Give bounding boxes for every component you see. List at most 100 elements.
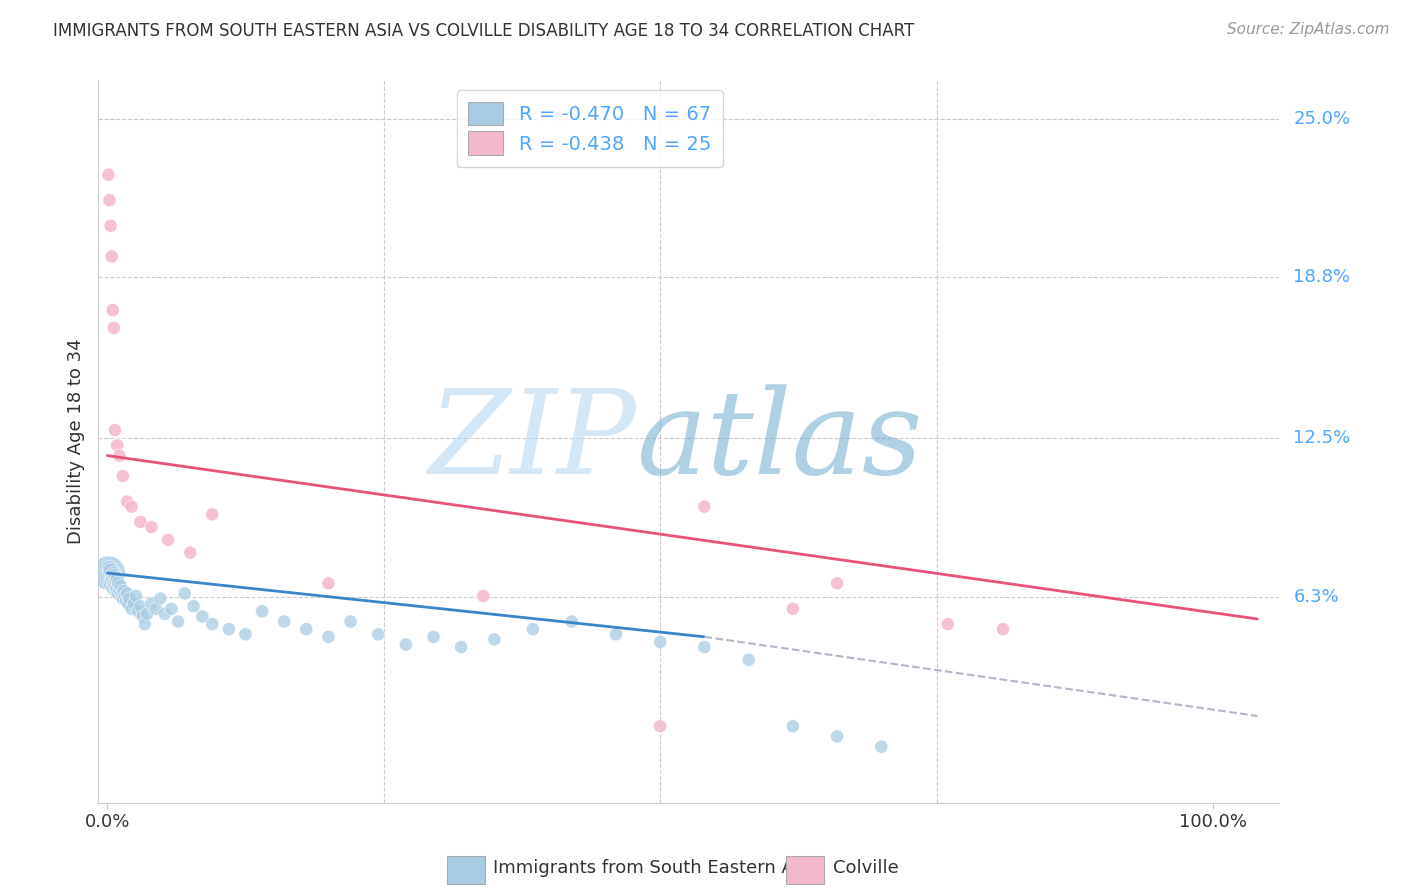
Text: 25.0%: 25.0% [1294, 110, 1351, 128]
Point [100, 576, 122, 591]
Point [127, 604, 149, 618]
Point [104, 423, 127, 437]
Point [484, 632, 506, 647]
Point [100, 574, 122, 588]
Point [183, 599, 205, 614]
Point [103, 321, 125, 335]
Point [157, 533, 180, 547]
Point [141, 520, 163, 534]
Point [105, 583, 128, 598]
Point [103, 566, 125, 580]
Point [450, 640, 472, 654]
Point [160, 601, 183, 615]
Point [105, 582, 128, 596]
Point [422, 630, 444, 644]
Point [114, 589, 136, 603]
Text: IMMIGRANTS FROM SOUTH EASTERN ASIA VS COLVILLE DISABILITY AGE 18 TO 34 CORRELATI: IMMIGRANTS FROM SOUTH EASTERN ASIA VS CO… [53, 22, 915, 40]
Point [650, 719, 672, 733]
Point [105, 574, 128, 588]
Point [318, 630, 340, 644]
Point [101, 303, 124, 318]
Point [235, 627, 257, 641]
Text: 18.8%: 18.8% [1294, 268, 1350, 285]
Point [395, 638, 418, 652]
Point [118, 591, 141, 606]
Point [101, 582, 124, 596]
Point [218, 622, 240, 636]
Point [339, 615, 361, 629]
Point [201, 617, 224, 632]
Point [179, 546, 201, 560]
Point [105, 438, 128, 452]
Point [825, 576, 848, 591]
Point [149, 591, 172, 606]
Point [693, 640, 716, 654]
Y-axis label: Disability Age 18 to 34: Disability Age 18 to 34 [66, 339, 84, 544]
Legend: R = -0.470   N = 67, R = -0.438   N = 25: R = -0.470 N = 67, R = -0.438 N = 25 [457, 90, 723, 167]
Point [782, 719, 804, 733]
Point [97, 168, 120, 182]
Point [782, 601, 804, 615]
Point [107, 586, 129, 600]
Point [108, 449, 131, 463]
Point [104, 579, 127, 593]
Point [98, 194, 121, 208]
Point [110, 579, 132, 593]
Point [101, 571, 124, 585]
Point [991, 622, 1014, 636]
Text: 6.3%: 6.3% [1294, 589, 1339, 607]
Point [129, 599, 152, 614]
Point [936, 617, 959, 632]
Point [100, 249, 122, 263]
Point [117, 597, 139, 611]
Point [472, 589, 495, 603]
Point [125, 589, 148, 603]
Text: ZIP: ZIP [427, 384, 636, 499]
Point [273, 615, 295, 629]
Point [870, 739, 893, 754]
Point [111, 469, 134, 483]
Point [141, 597, 163, 611]
Point [693, 500, 716, 514]
Point [173, 586, 195, 600]
Point [115, 594, 138, 608]
Point [191, 609, 214, 624]
Text: 12.5%: 12.5% [1294, 429, 1351, 447]
Point [131, 609, 153, 624]
Point [111, 586, 134, 600]
FancyBboxPatch shape [786, 856, 824, 884]
Point [104, 568, 127, 582]
Point [295, 622, 318, 636]
Point [103, 576, 125, 591]
Point [318, 576, 340, 591]
Point [108, 583, 131, 598]
Text: Immigrants from South Eastern Asia: Immigrants from South Eastern Asia [494, 859, 820, 877]
FancyBboxPatch shape [447, 856, 485, 884]
Point [250, 604, 273, 618]
Text: Source: ZipAtlas.com: Source: ZipAtlas.com [1226, 22, 1389, 37]
Point [153, 607, 176, 621]
Point [100, 564, 122, 578]
Point [145, 601, 167, 615]
Point [522, 622, 544, 636]
Point [111, 591, 134, 606]
Point [121, 601, 143, 615]
Point [107, 576, 129, 591]
Point [650, 635, 672, 649]
Point [115, 586, 138, 600]
Point [100, 568, 122, 582]
Point [167, 615, 190, 629]
Point [112, 583, 135, 598]
Point [129, 515, 152, 529]
Point [122, 597, 145, 611]
Point [97, 566, 120, 580]
Point [737, 653, 759, 667]
Point [825, 730, 848, 744]
Point [367, 627, 389, 641]
Point [98, 561, 121, 575]
Point [605, 627, 627, 641]
Point [561, 615, 583, 629]
Text: atlas: atlas [636, 384, 922, 499]
Point [115, 494, 138, 508]
Point [105, 571, 128, 585]
